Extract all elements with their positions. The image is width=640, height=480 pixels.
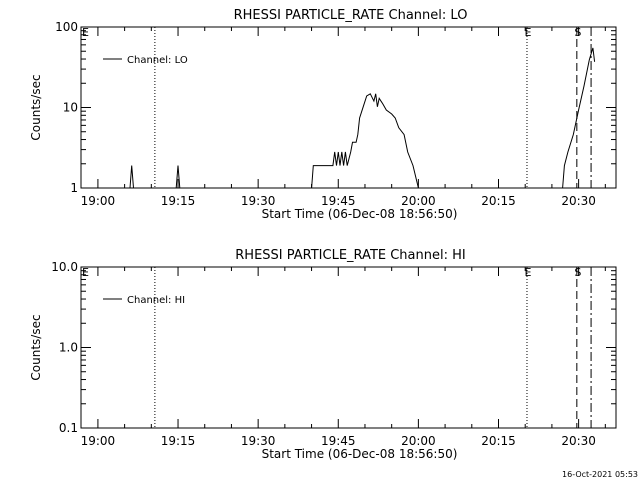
panel-1-x-tick-label: 19:45 <box>321 194 356 208</box>
panel-1-x-tick-label: 20:00 <box>401 194 436 208</box>
panel-1-y-tick-label: 10 <box>63 101 78 115</box>
panel-2-legend-label: Channel: HI <box>127 295 185 306</box>
panel-1-chart-title: RHESSI PARTICLE_RATE Channel: LO <box>234 8 468 23</box>
panel-1-event-marker-label: S <box>574 26 581 39</box>
panel-1-series-line-channel-lo <box>562 47 596 189</box>
panel-1-y-axis-label: Counts/sec <box>29 74 43 140</box>
panel-2-x-tick-label: 19:00 <box>81 434 116 448</box>
panel-2-y-axis-label: Counts/sec <box>29 314 43 380</box>
panel-2-y-tick-label: 0.1 <box>59 421 78 435</box>
panel-1-x-tick-label: 19:30 <box>241 194 276 208</box>
panel-1-plot-frame <box>80 26 617 189</box>
panel-2-plot-frame <box>80 266 617 429</box>
panel-2-x-tick-label: 19:30 <box>241 434 276 448</box>
panel-2-x-tick-label: 19:45 <box>321 434 356 448</box>
panel-2-chart-title: RHESSI PARTICLE_RATE Channel: HI <box>235 248 465 263</box>
panel-2-x-tick-label: 20:15 <box>481 434 516 448</box>
panel-1-x-tick-label: 19:15 <box>161 194 196 208</box>
panel-1-y-tick-label: 1 <box>70 181 78 195</box>
panel-2-x-tick-label: 20:00 <box>401 434 436 448</box>
footer-timestamp: 16-Oct-2021 05:53 <box>562 470 638 479</box>
panel-2-y-tick-label: 1.0 <box>59 341 78 355</box>
panel-2-y-tick-label: 10.0 <box>51 260 78 274</box>
panel-1-x-axis-label: Start Time (06-Dec-08 18:56:50) <box>262 207 458 221</box>
panel-2-x-tick-label: 19:15 <box>161 434 196 448</box>
panel-1-x-tick-label: 19:00 <box>81 194 116 208</box>
panel-1-x-tick-label: 20:30 <box>561 194 596 208</box>
panel-1-series-line-channel-lo <box>129 165 134 189</box>
panel-1-series-line-channel-lo <box>175 165 181 189</box>
panel-1-event-marker-label: E <box>525 26 532 39</box>
panel-2-event-marker-label: S <box>574 266 581 279</box>
panel-1-y-tick-label: 100 <box>55 20 78 34</box>
panel-1-legend-label: Channel: LO <box>127 55 188 66</box>
panel-2-x-axis-label: Start Time (06-Dec-08 18:56:50) <box>262 447 458 461</box>
panel-1-event-marker-label: E <box>82 26 89 39</box>
panel-1-x-tick-label: 20:15 <box>481 194 516 208</box>
panel-2-x-tick-label: 20:30 <box>561 434 596 448</box>
panel-2-event-marker-label: E <box>525 266 532 279</box>
panel-2-event-marker-label: E <box>82 266 89 279</box>
panel-1-series-line-channel-lo <box>311 93 419 189</box>
